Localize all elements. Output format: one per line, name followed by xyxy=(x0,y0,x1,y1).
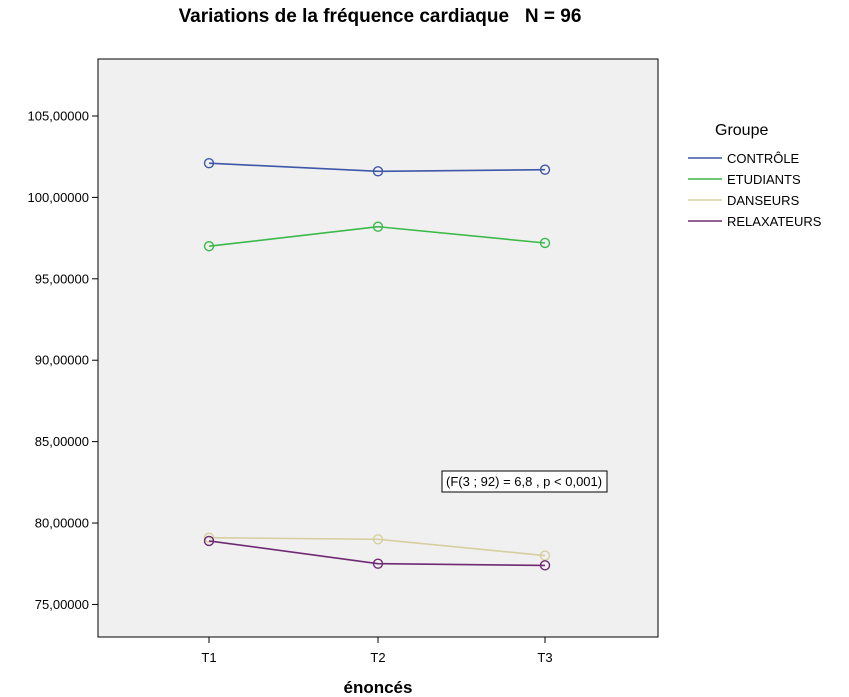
x-tick-label: T2 xyxy=(370,650,385,665)
legend-item-label: RELAXATEURS xyxy=(727,214,822,229)
x-axis: T1 T2 T3 xyxy=(201,637,553,665)
annotation-group: (F(3 ; 92) = 6,8 , p < 0,001) xyxy=(441,470,608,493)
y-tick-label: 85,00000 xyxy=(35,434,89,449)
series-contrôle xyxy=(203,158,551,177)
series-etudiants xyxy=(203,221,551,252)
x-axis-title: énoncés xyxy=(344,678,413,697)
x-tick-label: T3 xyxy=(537,650,552,665)
legend-item-label: ETUDIANTS xyxy=(727,172,801,187)
data-point xyxy=(203,158,215,169)
y-tick-label: 95,00000 xyxy=(35,271,89,286)
y-tick-label: 100,00000 xyxy=(28,190,89,205)
plot-frame xyxy=(97,58,659,638)
data-point xyxy=(203,535,215,547)
data-point xyxy=(539,164,551,175)
x-tick-label: T1 xyxy=(201,650,216,665)
y-axis: 75,00000 80,00000 85,00000 90,00000 95,00000… xyxy=(28,108,98,612)
y-tick-label: 90,00000 xyxy=(35,353,89,368)
y-tick-label: 80,00000 xyxy=(35,516,89,531)
legend-item-label: CONTRÔLE xyxy=(727,151,800,166)
plot-area xyxy=(97,58,659,638)
data-point xyxy=(539,237,551,249)
series-line xyxy=(208,540,546,567)
data-point xyxy=(203,241,215,252)
series-group xyxy=(203,158,551,571)
annotation-box xyxy=(441,470,608,493)
data-point xyxy=(372,166,384,177)
data-point xyxy=(539,560,551,571)
data-point xyxy=(203,532,215,543)
series-line xyxy=(208,225,546,247)
data-point xyxy=(372,558,384,569)
data-point xyxy=(372,534,384,545)
chart-title: Variations de la fréquence cardiaque N =… xyxy=(178,6,582,27)
data-point xyxy=(539,550,551,561)
data-point xyxy=(372,221,384,232)
series-line xyxy=(208,162,546,173)
series-line xyxy=(208,536,546,557)
legend-title: Groupe xyxy=(715,122,768,139)
series-danseurs xyxy=(203,532,551,561)
legend-item-label: DANSEURS xyxy=(727,193,800,208)
y-tick-label: 105,00000 xyxy=(28,108,89,123)
series-relaxateurs xyxy=(203,535,551,571)
annotation-text: (F(3 ; 92) = 6,8 , p < 0,001) xyxy=(446,474,602,489)
y-tick-label: 75,00000 xyxy=(35,597,89,612)
legend: Groupe CONTRÔLE ETUDIANTS DANSEURS RELAXATE… xyxy=(688,122,822,229)
